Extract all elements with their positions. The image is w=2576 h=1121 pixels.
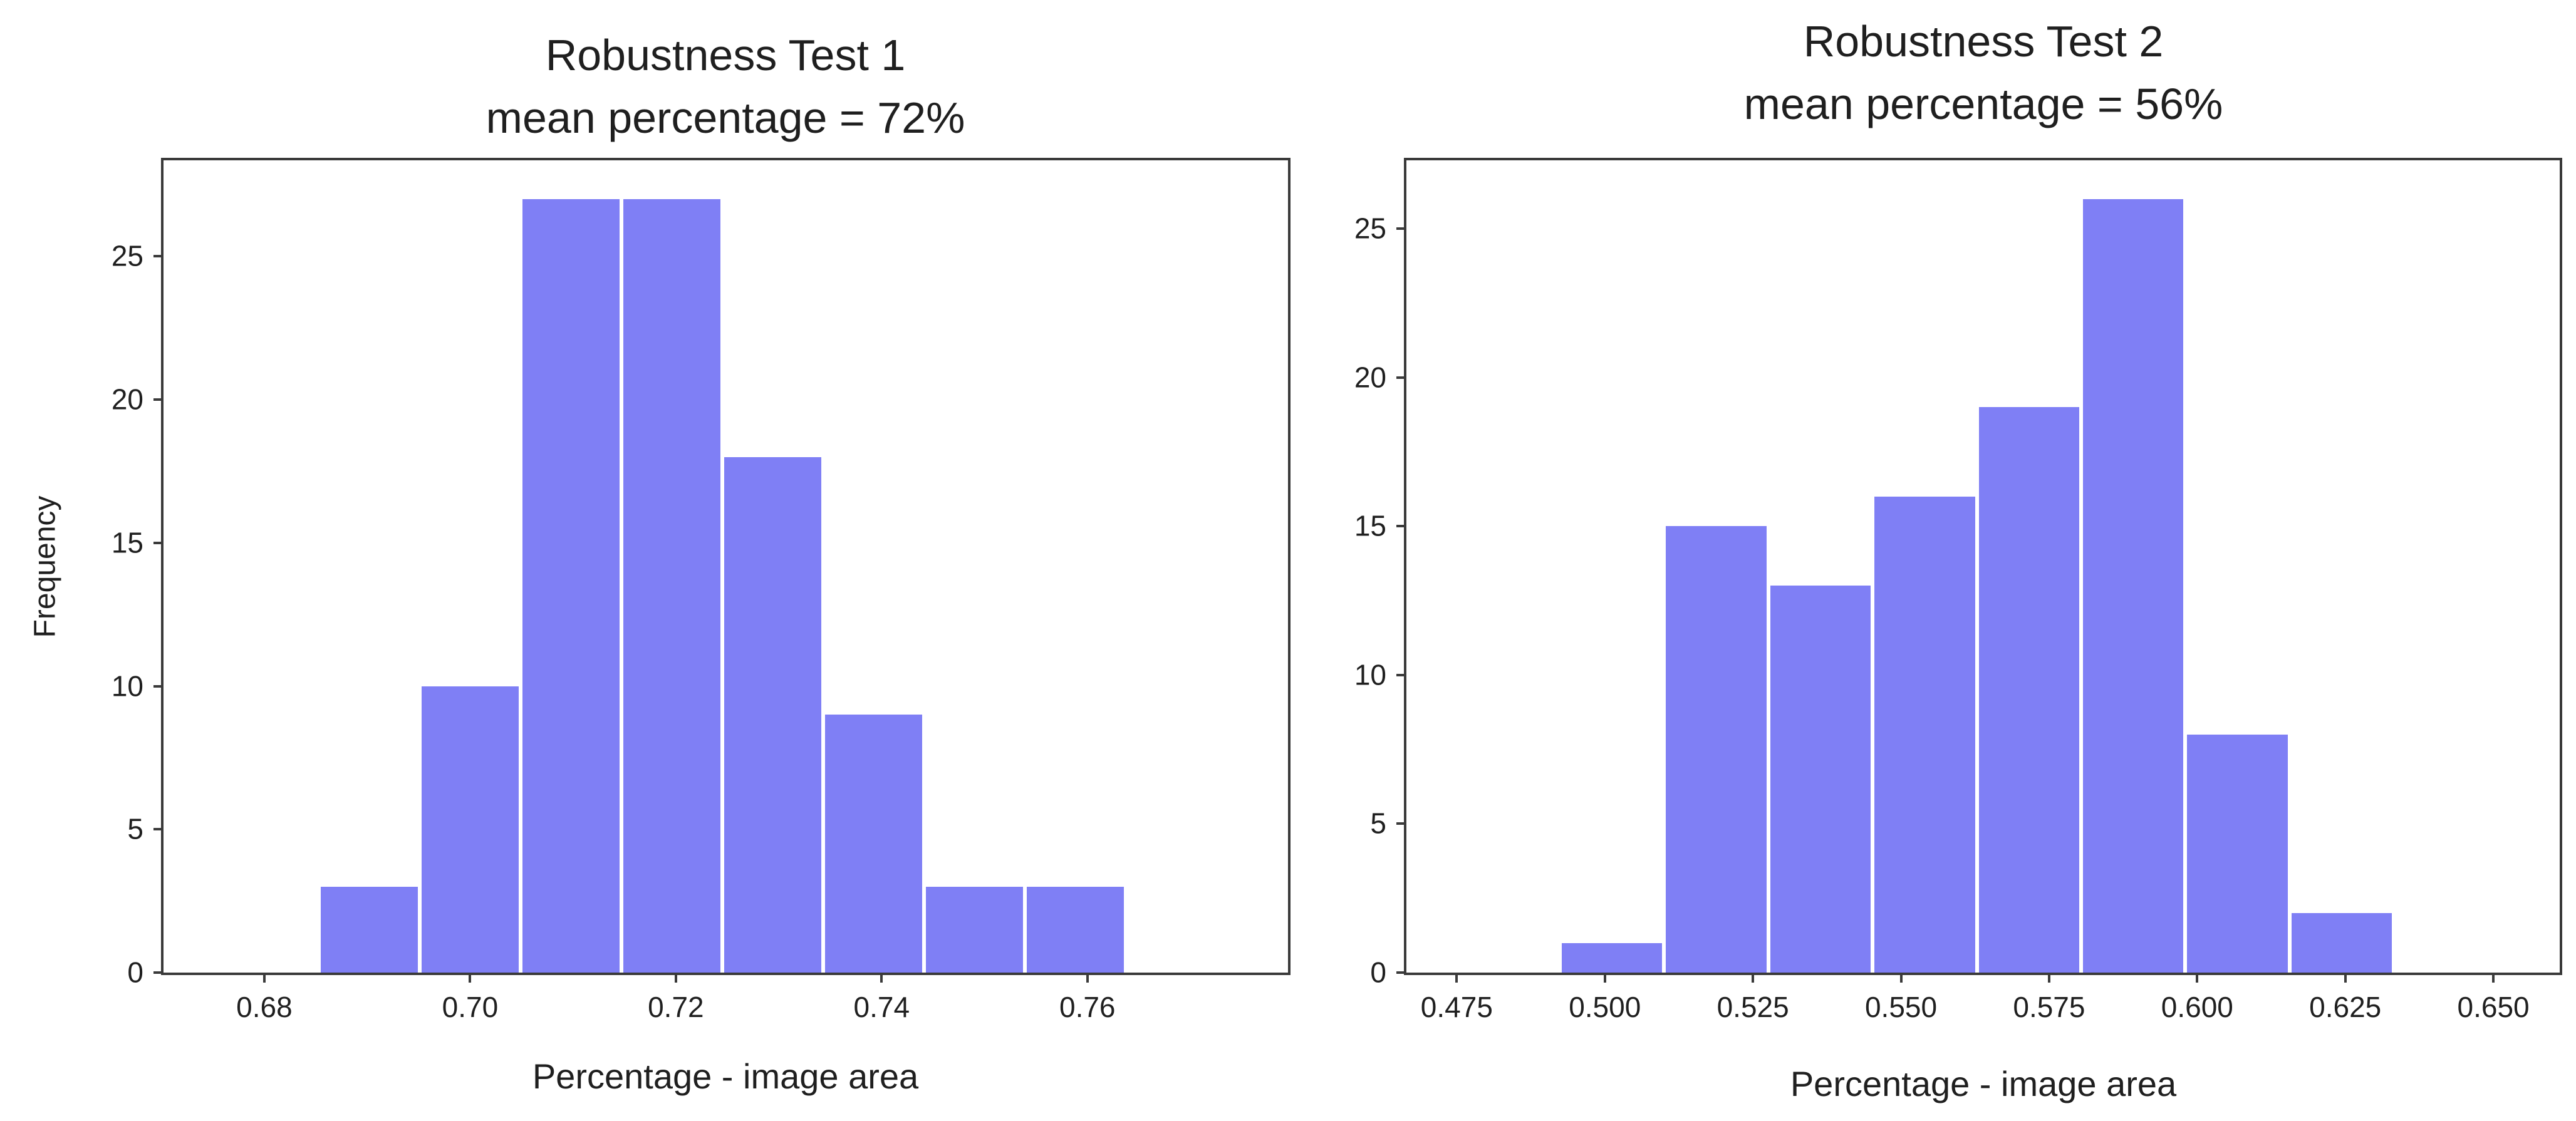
x-tick-mark <box>1603 973 1606 983</box>
histogram-bar <box>923 886 1025 973</box>
x-axis-label: Percentage - image area <box>532 1056 919 1096</box>
chart-title: Robustness Test 1 <box>545 31 906 80</box>
x-tick-mark <box>469 973 472 983</box>
histogram-bar <box>2185 734 2290 973</box>
x-tick-label: 0.72 <box>648 991 704 1023</box>
x-tick-label: 0.550 <box>1864 991 1938 1023</box>
x-tick-label: 0.650 <box>2457 991 2530 1023</box>
y-tick-label: 5 <box>127 812 143 845</box>
histogram-bar <box>2289 912 2394 973</box>
x-tick-mark <box>674 973 677 983</box>
histogram-bar <box>621 199 722 973</box>
y-tick-mark <box>153 255 164 258</box>
y-tick-label: 15 <box>1354 510 1386 543</box>
histogram-bar <box>1872 496 1977 973</box>
y-tick-label: 0 <box>127 956 143 989</box>
histogram-bar <box>1768 586 1873 973</box>
histogram-bar <box>2080 199 2186 973</box>
x-tick-label: 0.74 <box>853 991 910 1023</box>
x-tick-label: 0.475 <box>1420 991 1493 1023</box>
y-tick-mark <box>153 971 164 974</box>
x-tick-label: 0.600 <box>2161 991 2233 1023</box>
y-tick-label: 0 <box>1370 956 1386 989</box>
y-tick-mark <box>1396 376 1406 379</box>
y-tick-label: 5 <box>1370 807 1386 840</box>
x-tick-mark <box>2047 973 2050 983</box>
y-tick-mark <box>1396 822 1406 825</box>
plot-area: 0.68 0.70 0.72 0.74 0.76 0 5 10 15 20 25 <box>112 158 1291 1023</box>
y-tick-label: 10 <box>1354 658 1386 691</box>
y-tick-mark <box>1396 227 1406 230</box>
chart-title: Robustness Test 2 <box>1803 17 2164 66</box>
x-tick-mark <box>1086 973 1089 983</box>
histogram-bar <box>1664 526 1768 973</box>
y-tick-mark <box>1396 525 1406 528</box>
y-tick-mark <box>1396 971 1406 974</box>
y-tick-mark <box>153 684 164 688</box>
histogram-bar <box>722 457 823 973</box>
y-tick-label: 20 <box>111 383 143 416</box>
x-tick-label: 0.76 <box>1059 991 1116 1023</box>
histogram-bar <box>823 715 924 973</box>
x-tick-mark <box>262 973 266 983</box>
x-tick-label: 0.70 <box>442 991 499 1023</box>
x-tick-mark <box>880 973 883 983</box>
histogram-bar <box>1976 407 2081 973</box>
x-axis-label: Percentage - image area <box>1790 1064 2177 1103</box>
x-tick-mark <box>2344 973 2347 983</box>
x-tick-mark <box>1752 973 1755 983</box>
histogram-bar <box>520 199 621 973</box>
chart-subtitle: mean percentage = 56% <box>1743 80 2223 128</box>
chart-subtitle: mean percentage = 72% <box>486 93 965 142</box>
y-tick-label: 10 <box>111 669 143 703</box>
chart-title-block: Robustness Test 1 mean percentage = 72% <box>486 24 965 149</box>
x-tick-mark <box>2492 973 2495 983</box>
chart-title-block: Robustness Test 2 mean percentage = 56% <box>1744 10 2223 135</box>
x-tick-label: 0.68 <box>236 991 293 1023</box>
y-tick-label: 25 <box>1354 212 1386 245</box>
x-tick-label: 0.625 <box>2309 991 2382 1023</box>
y-tick-label: 15 <box>111 526 143 559</box>
x-tick-label: 0.525 <box>1716 991 1789 1023</box>
plot-area: 0.475 0.500 0.525 0.550 0.575 0.600 0.625 0.650… <box>1354 158 2562 1023</box>
histogram-bar <box>318 886 420 973</box>
y-tick-mark <box>1396 673 1406 676</box>
histogram-bar <box>419 686 521 973</box>
y-tick-label: 25 <box>111 239 143 272</box>
y-tick-mark <box>153 828 164 831</box>
y-tick-mark <box>153 398 164 401</box>
x-tick-label: 0.575 <box>2013 991 2085 1023</box>
x-tick-mark <box>2196 973 2199 983</box>
y-tick-label: 20 <box>1354 361 1386 394</box>
x-tick-label: 0.500 <box>1569 991 1641 1023</box>
y-tick-mark <box>153 541 164 544</box>
histogram-bar <box>1024 886 1126 973</box>
x-tick-mark <box>1899 973 1903 983</box>
histogram-bar <box>1559 943 1665 973</box>
x-tick-mark <box>1455 973 1458 983</box>
